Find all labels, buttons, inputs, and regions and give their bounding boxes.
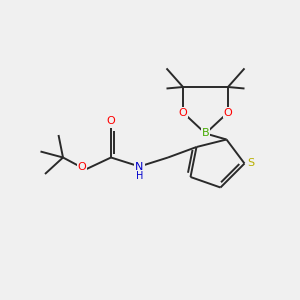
Text: O: O [178, 107, 188, 118]
Text: S: S [247, 158, 254, 169]
Text: B: B [202, 128, 209, 139]
Text: O: O [106, 116, 116, 127]
Text: N: N [135, 161, 144, 172]
Text: H: H [136, 171, 143, 182]
Text: O: O [224, 107, 232, 118]
Text: O: O [77, 161, 86, 172]
